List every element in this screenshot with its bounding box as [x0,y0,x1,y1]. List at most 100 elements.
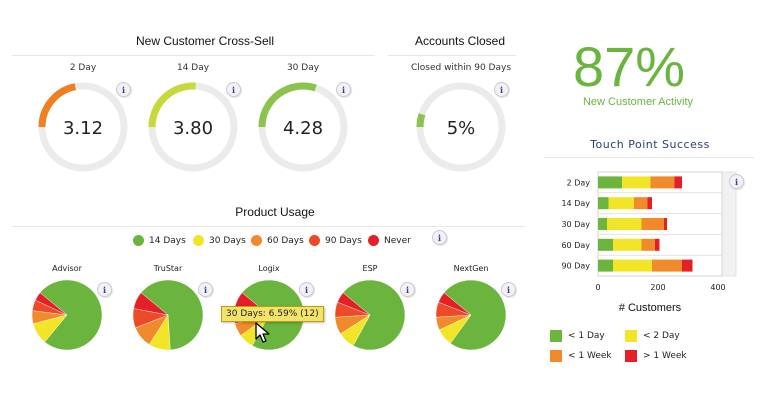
touch-point-title: Touch Point Success [590,138,710,151]
gauge-value: 3.80 [172,118,214,139]
touch-point-xlabel: # Customers [618,302,682,314]
category-label: 90 Day [561,262,590,271]
bar-segment[interactable] [613,259,652,272]
bar-segment[interactable] [607,218,642,230]
bar-segment[interactable] [650,176,675,189]
info-icon[interactable]: i [494,82,509,97]
pie-label: TruStar [153,264,183,273]
legend-item: 14 Days [133,235,186,246]
gauge-ring [148,82,238,172]
legend-swatch-under-1-week [550,350,562,362]
gauge-ring [38,82,128,172]
bar-segment[interactable] [682,259,693,272]
gauge-label: 30 Day [286,63,320,73]
accounts-closed-subtitle: Closed within 90 Days [410,63,512,73]
bar-segment[interactable] [652,259,682,272]
bar-segment[interactable] [608,197,635,210]
info-icon[interactable]: i [198,282,213,297]
category-label: 30 Day [561,220,590,229]
bar-segment[interactable] [598,259,613,272]
pie-tooltip: 30 Days: 6.59% (12) [221,306,324,322]
bar-segment[interactable] [674,176,683,189]
pie-label: ESP [362,264,378,273]
category-label: 60 Day [561,241,590,250]
legend-item: Never [368,235,411,246]
bar-segment[interactable] [598,176,622,189]
legend-label: > 1 Week [643,351,687,361]
pie-slice[interactable] [443,279,507,351]
bar-segment[interactable] [641,218,665,230]
category-label: 14 Day [561,199,590,208]
legend-dot-14-days [133,235,144,246]
legend-swatch-under-1-day [550,330,562,342]
mouse-cursor-icon [255,322,270,343]
legend-label: Never [384,235,411,246]
legend-label: 60 Days [267,235,304,246]
gauge-label: 14 Day [176,63,210,73]
gauge-arc [38,83,77,128]
category-label: 2 Day [567,178,591,187]
cross-sell-divider [12,55,375,56]
legend-label: < 1 Week [568,351,612,361]
pie-chart[interactable] [132,279,204,351]
legend-dot-never [368,235,379,246]
bar-segment[interactable] [664,218,667,230]
bar-segment[interactable] [634,197,648,210]
info-icon[interactable]: i [336,82,351,97]
info-icon[interactable]: i [97,282,112,297]
bar-segment[interactable] [647,197,653,210]
legend-item: < 2 Day [625,330,680,342]
legend-item: 90 Days [309,235,362,246]
legend-item: < 1 Week [550,350,612,362]
info-icon[interactable]: i [432,230,447,245]
pie-chart[interactable] [334,279,406,351]
info-icon[interactable]: i [729,174,744,189]
bar-segment[interactable] [598,197,609,210]
bar-segment[interactable] [598,218,607,230]
info-icon[interactable]: i [400,282,415,297]
pie-slice[interactable] [35,292,68,316]
pie-slice[interactable] [140,279,204,351]
info-icon[interactable]: i [501,282,516,297]
pie-chart[interactable] [435,279,507,351]
activity-label: New Customer Activity [582,96,694,108]
legend-swatch-over-1-week [625,350,637,362]
info-icon[interactable]: i [226,82,241,97]
touch-point-divider [544,157,754,158]
pie-slice[interactable] [39,279,103,351]
legend-dot-30-days [193,235,204,246]
legend-label: < 1 Day [568,331,605,341]
cross-sell-title: New Customer Cross-Sell [135,34,275,48]
pie-slice[interactable] [337,292,371,316]
bar-segment[interactable] [641,238,656,251]
pie-label: NextGen [453,264,489,273]
x-tick-label: 0 [595,283,600,292]
legend-dot-60-days [251,235,262,246]
activity-percentage: 87% [573,35,686,98]
pie-chart[interactable] [31,279,103,351]
accounts-closed-title: Accounts Closed [414,34,506,48]
gauge-arc [258,82,317,128]
pie-slice[interactable] [342,279,406,351]
pie-label: Logix [258,264,280,273]
product-usage-title: Product Usage [235,205,315,219]
bar-segment[interactable] [622,176,651,189]
legend-label: 14 Days [149,235,186,246]
pie-slice[interactable] [133,292,169,316]
info-icon[interactable]: i [116,82,131,97]
gauge-label: 2 Day [69,63,97,73]
x-tick-label: 200 [650,283,665,292]
legend-label: 90 Days [325,235,362,246]
gauge-value: 3.12 [62,118,104,139]
pie-slice[interactable] [438,292,472,316]
bar-segment[interactable] [613,238,642,251]
legend-item: > 1 Week [625,350,687,362]
legend-label: 30 Days [209,235,246,246]
gauge-arc [148,82,196,128]
gauge-value: 4.28 [282,118,324,139]
legend-dot-90-days [309,235,320,246]
info-icon[interactable]: i [299,282,314,297]
legend-item: 60 Days [251,235,304,246]
bar-segment[interactable] [655,238,660,251]
bar-segment[interactable] [598,238,613,251]
